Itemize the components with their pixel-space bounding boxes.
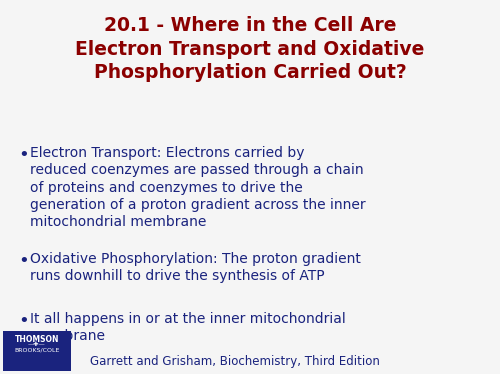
Text: 20.1 - Where in the Cell Are
Electron Transport and Oxidative
Phosphorylation Ca: 20.1 - Where in the Cell Are Electron Tr… [76,16,424,82]
Text: Garrett and Grisham, Biochemistry, Third Edition: Garrett and Grisham, Biochemistry, Third… [90,355,380,368]
Text: BROOKS/COLE: BROOKS/COLE [14,348,60,353]
Text: •: • [18,146,29,164]
Bar [3,331,71,371]
Text: Oxidative Phosphorylation: The proton gradient
runs downhill to drive the synthe: Oxidative Phosphorylation: The proton gr… [30,252,361,283]
Text: •: • [18,252,29,270]
Text: Electron Transport: Electrons carried by
reduced coenzymes are passed through a : Electron Transport: Electrons carried by… [30,146,366,229]
Text: It all happens in or at the inner mitochondrial
membrane: It all happens in or at the inner mitoch… [30,312,346,343]
Text: •: • [18,312,29,330]
Text: —✚—: —✚— [28,342,46,347]
Text: THOMSON: THOMSON [15,335,60,344]
